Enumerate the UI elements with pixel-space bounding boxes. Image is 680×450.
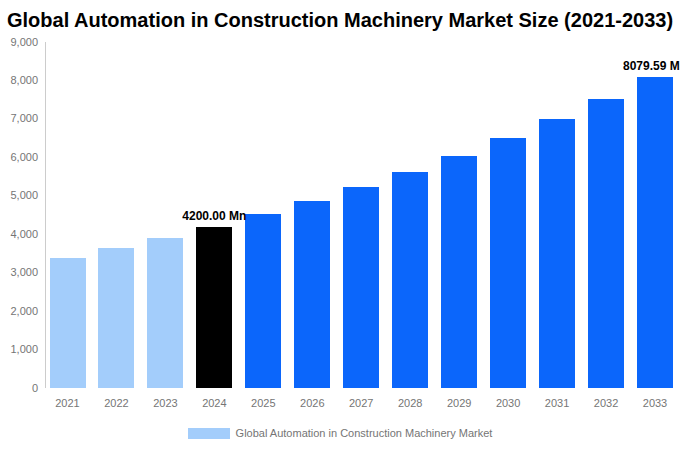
y-axis-tick-label: 8,000 xyxy=(0,74,38,87)
x-axis-tick-label: 2032 xyxy=(582,397,630,410)
y-axis-line xyxy=(45,42,46,388)
x-axis-tick-label: 2023 xyxy=(141,397,189,410)
bar-2023[interactable] xyxy=(147,238,183,388)
bar-2022[interactable] xyxy=(98,248,134,388)
x-axis-tick-label: 2021 xyxy=(44,397,92,410)
bar-2025[interactable] xyxy=(245,214,281,388)
bar-2029[interactable] xyxy=(441,156,477,388)
bar-2024[interactable] xyxy=(196,227,232,388)
y-axis-tick-label: 3,000 xyxy=(0,266,38,279)
x-axis-tick-label: 2029 xyxy=(435,397,483,410)
bar-2030[interactable] xyxy=(490,138,526,388)
bar-2032[interactable] xyxy=(588,99,624,388)
chart-container: Global Automation in Construction Machin… xyxy=(0,0,680,450)
x-axis-tick-label: 2022 xyxy=(92,397,140,410)
x-axis-tick-label: 2028 xyxy=(386,397,434,410)
y-axis-tick-label: 2,000 xyxy=(0,305,38,318)
x-axis-tick-label: 2026 xyxy=(288,397,336,410)
x-axis-tick-label: 2024 xyxy=(190,397,238,410)
legend-label: Global Automation in Construction Machin… xyxy=(236,426,493,440)
y-axis-tick-label: 5,000 xyxy=(0,189,38,202)
x-axis-tick-label: 2031 xyxy=(533,397,581,410)
y-axis-tick-label: 0 xyxy=(0,382,38,395)
bar-2027[interactable] xyxy=(343,187,379,388)
chart-title: Global Automation in Construction Machin… xyxy=(7,9,673,32)
y-axis-tick-label: 1,000 xyxy=(0,343,38,356)
y-axis-tick-label: 7,000 xyxy=(0,112,38,125)
bar-2021[interactable] xyxy=(50,258,86,388)
bar-2033[interactable] xyxy=(637,77,673,388)
x-axis-tick-label: 2033 xyxy=(631,397,679,410)
y-axis-tick-label: 9,000 xyxy=(0,36,38,49)
bar-value-label: 4200.00 Mn xyxy=(154,209,274,223)
x-axis-tick-label: 2025 xyxy=(239,397,287,410)
legend-item: Global Automation in Construction Machin… xyxy=(188,426,493,440)
y-axis-tick-label: 6,000 xyxy=(0,151,38,164)
bar-2026[interactable] xyxy=(294,201,330,388)
x-axis-tick-label: 2027 xyxy=(337,397,385,410)
bar-2031[interactable] xyxy=(539,119,575,388)
bar-2028[interactable] xyxy=(392,172,428,388)
legend-swatch xyxy=(188,428,230,439)
y-axis-tick-label: 4,000 xyxy=(0,228,38,241)
legend: Global Automation in Construction Machin… xyxy=(0,426,680,440)
x-axis-tick-label: 2030 xyxy=(484,397,532,410)
bar-value-label: 8079.59 Mn xyxy=(595,59,680,73)
